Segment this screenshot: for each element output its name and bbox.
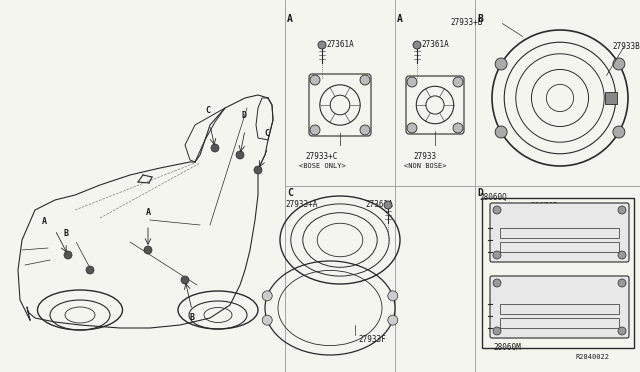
Text: A: A: [287, 14, 293, 24]
FancyBboxPatch shape: [490, 276, 629, 338]
Circle shape: [618, 251, 626, 259]
Circle shape: [495, 126, 507, 138]
Circle shape: [360, 75, 370, 85]
Text: <BOSE ONLY>: <BOSE ONLY>: [299, 163, 346, 169]
Text: 28060M: 28060M: [493, 343, 521, 352]
Bar: [500, 318, 619, 328]
Text: D: D: [477, 188, 483, 198]
Circle shape: [613, 58, 625, 70]
Text: R2840022: R2840022: [575, 354, 609, 360]
Circle shape: [360, 125, 370, 135]
Circle shape: [144, 246, 152, 254]
Circle shape: [618, 279, 626, 287]
Circle shape: [181, 276, 189, 284]
Text: 27933+A: 27933+A: [285, 200, 317, 209]
Circle shape: [453, 77, 463, 87]
Bar: [500, 304, 619, 314]
Text: B: B: [477, 14, 483, 24]
Circle shape: [388, 291, 398, 301]
Circle shape: [64, 251, 72, 259]
Circle shape: [262, 315, 272, 325]
Circle shape: [618, 206, 626, 214]
Circle shape: [407, 123, 417, 133]
Circle shape: [310, 75, 320, 85]
Circle shape: [493, 327, 501, 335]
Text: C: C: [264, 129, 269, 138]
Text: <NON BOSE>: <NON BOSE>: [404, 163, 446, 169]
Text: A: A: [397, 14, 403, 24]
Text: 28060Q: 28060Q: [479, 193, 507, 202]
FancyBboxPatch shape: [490, 203, 629, 262]
Circle shape: [211, 144, 219, 152]
Circle shape: [493, 206, 501, 214]
Text: 27933+C: 27933+C: [306, 152, 338, 161]
Circle shape: [618, 327, 626, 335]
Text: C: C: [287, 188, 293, 198]
Bar: [500, 228, 619, 238]
Bar: [482, 198, 634, 348]
Circle shape: [254, 166, 262, 174]
Circle shape: [262, 291, 272, 301]
Text: 27933F: 27933F: [358, 335, 386, 344]
Text: D: D: [241, 111, 246, 120]
Circle shape: [236, 151, 244, 159]
Circle shape: [318, 41, 326, 49]
Text: 27361A: 27361A: [421, 40, 449, 49]
Circle shape: [388, 315, 398, 325]
Text: 27933: 27933: [413, 152, 436, 161]
Bar: [500, 242, 619, 252]
Text: 28070R: 28070R: [530, 202, 557, 211]
Text: 27933B: 27933B: [612, 42, 640, 51]
Circle shape: [493, 279, 501, 287]
Circle shape: [413, 41, 421, 49]
Circle shape: [493, 251, 501, 259]
Circle shape: [384, 201, 392, 209]
Text: A: A: [42, 218, 47, 227]
Text: 27361A: 27361A: [365, 200, 393, 209]
Text: 27933+B: 27933+B: [450, 18, 483, 27]
Circle shape: [613, 126, 625, 138]
Text: B: B: [63, 228, 68, 237]
Circle shape: [495, 58, 507, 70]
Bar: [605, 92, 617, 104]
Circle shape: [453, 123, 463, 133]
Text: A: A: [145, 208, 150, 217]
Circle shape: [310, 125, 320, 135]
Text: 27361A: 27361A: [326, 40, 354, 49]
Text: B: B: [189, 313, 195, 322]
Circle shape: [86, 266, 94, 274]
Text: C: C: [205, 106, 211, 115]
Circle shape: [407, 77, 417, 87]
